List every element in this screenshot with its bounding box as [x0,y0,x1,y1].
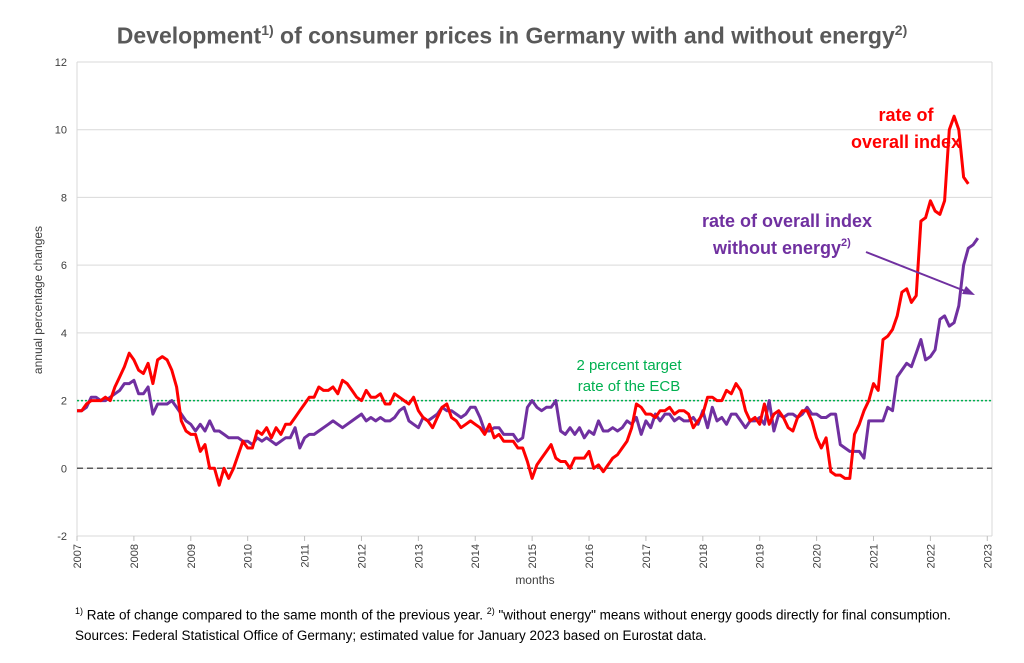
footnote-line1: 1) Rate of change compared to the same m… [75,601,951,626]
y-tick-label: 12 [55,57,67,69]
y-axis-title: annual percentage changes [31,226,45,374]
x-tick-label: 2009 [186,544,198,568]
y-tick-label: 4 [61,328,67,340]
footnote-line2: Sources: Federal Statistical Office of G… [75,627,707,643]
x-tick-label: 2017 [641,544,653,568]
x-tick-label: 2012 [356,544,368,568]
x-tick-label: 2011 [300,544,312,568]
overall-annotation-line2: overall index [851,132,961,152]
x-tick-label: 2007 [72,544,84,568]
chart-title-rest: of consumer prices in Germany with and w… [273,22,895,49]
y-tick-label: 2 [61,396,67,408]
x-tick-label: 2016 [584,544,596,568]
y-tick-label: 6 [61,260,67,272]
x-tick-label: 2010 [243,544,255,568]
footnote-sup2: 2) [486,606,495,616]
series-line-without-energy [77,237,980,460]
y-tick-label: 8 [61,192,67,204]
footnote-sup1: 1) [75,606,84,616]
without-annotation-line2: without energy [712,238,841,258]
chart-title-main: Development [116,22,262,49]
chart-title: Development1) of consumer prices in Germ… [0,22,1024,50]
x-tick-label: 2020 [812,544,824,568]
x-tick-label: 2018 [698,544,710,568]
x-axis-ticks: 2007 2008 2009 2010 2011 2012 2013 2014 2015 2016… [72,536,994,568]
without-annotation-arrow [865,251,971,294]
overall-annotation-line1: rate of [878,105,934,125]
chart-title-sup2: 2) [894,22,908,38]
y-tick-label: 0 [61,463,67,475]
x-tick-label: 2008 [129,544,141,568]
series-lines [77,114,980,487]
chart-title-sup: 1) [261,22,274,38]
y-axis-ticks: -2 0 2 4 6 8 10 12 [55,57,67,543]
y-tick-label: -2 [57,531,67,543]
series-line-overall [77,114,970,487]
target-annotation-line2: rate of the ECB [578,378,681,395]
x-tick-label: 2015 [527,544,539,568]
without-annotation-arrowhead [962,286,975,295]
y-tick-label: 10 [55,125,67,137]
x-tick-label: 2013 [413,544,425,568]
x-axis-title: months [515,573,554,587]
reference-lines [77,399,992,470]
x-tick-label: 2023 [982,544,994,568]
footnote-text2: "without energy" means without energy go… [494,607,951,623]
x-tick-label: 2019 [755,544,767,568]
footnote: 1) Rate of change compared to the same m… [75,601,951,646]
x-tick-label: 2021 [868,544,880,568]
x-tick-label: 2022 [925,544,937,568]
footnote-text1: Rate of change compared to the same mont… [83,607,487,623]
target-annotation-line1: 2 percent target [576,357,682,374]
without-annotation-line1: rate of overall index [702,211,872,231]
line-chart: -2 0 2 4 6 8 10 12 2007 2008 2009 2010 2011 2012 2013… [31,57,994,587]
x-tick-label: 2014 [470,544,482,568]
without-annotation-sup: 2) [841,237,851,249]
